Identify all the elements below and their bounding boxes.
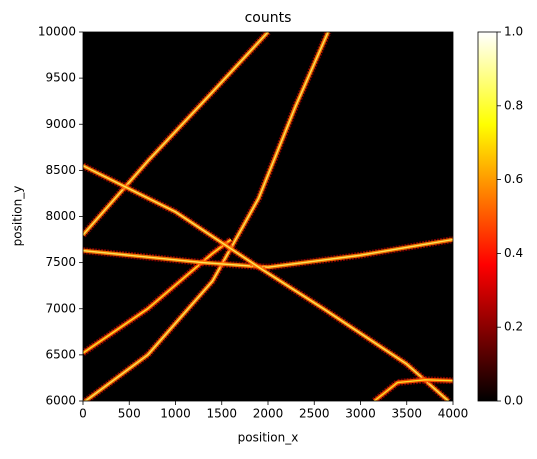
x-tick-label: 1000 [160,407,191,421]
x-tick-label: 4000 [438,407,469,421]
filament [83,32,269,236]
x-tick-label: 500 [118,407,141,421]
colorbar-tick-label: 0.2 [504,320,523,334]
filament [373,379,453,401]
y-axis-label: position_y [11,186,25,247]
filament [83,165,449,401]
colorbar-tick-label: 0.8 [504,98,523,112]
y-tick-label: 7500 [45,255,76,269]
filament [83,239,232,354]
y-tick-label: 7000 [45,301,76,315]
x-tick-label: 0 [79,407,87,421]
x-tick-label: 3500 [391,407,422,421]
x-tick-label: 1500 [206,407,237,421]
y-tick-label: 6000 [45,394,76,408]
x-tick-label: 2000 [253,407,284,421]
x-tick-label: 3000 [345,407,376,421]
y-tick-label: 8000 [45,209,76,223]
colorbar-tick-label: 0.6 [504,172,523,186]
colorbar-tick-label: 0.4 [504,246,523,260]
x-axis-label: position_x [238,431,299,445]
y-tick-label: 10000 [38,25,76,39]
filament [83,238,453,268]
y-tick-label: 9000 [45,117,76,131]
y-tick-label: 9500 [45,71,76,85]
filaments [83,32,453,401]
colorbar-tick-label: 0.0 [504,394,523,408]
plot-background [83,32,453,401]
x-tick-label: 2500 [299,407,330,421]
y-tick-label: 8500 [45,163,76,177]
chart-title: counts [245,10,292,26]
filament [84,32,329,401]
y-tick-label: 6500 [45,347,76,361]
colorbar [477,31,498,402]
colorbar-tick-label: 1.0 [504,25,523,39]
